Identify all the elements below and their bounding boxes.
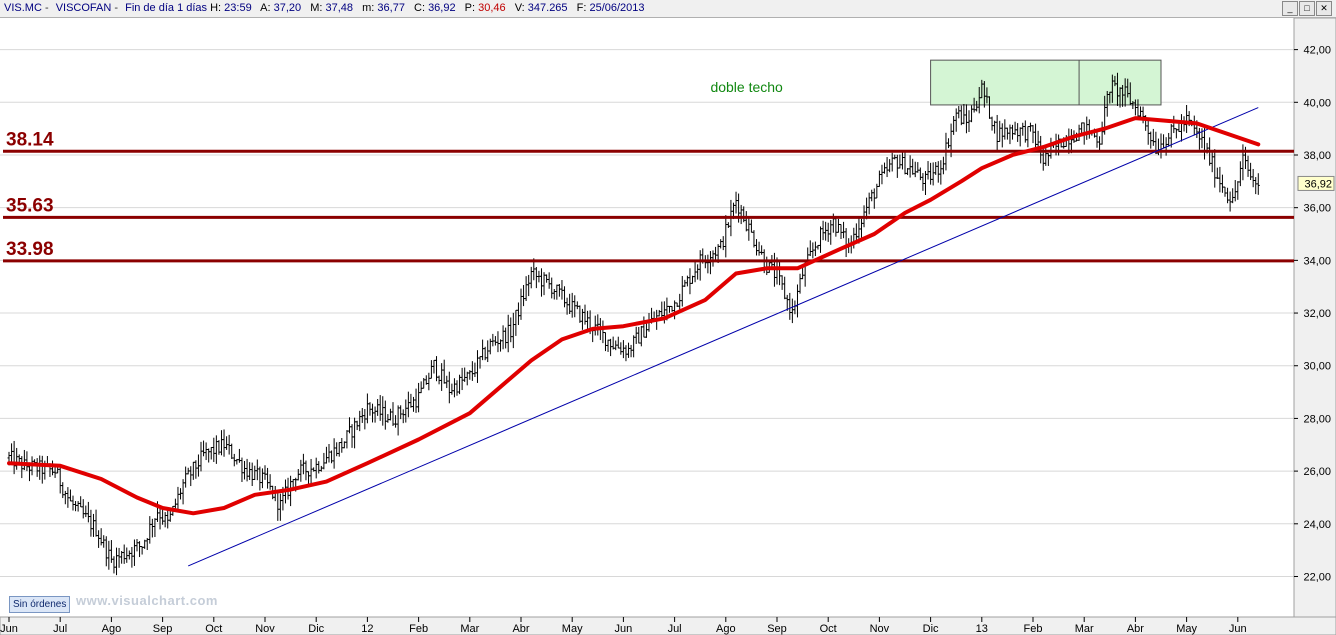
y-axis: 22,00 24,00 26,00 28,00 30,00 32,00 34,00 36,00… (1294, 45, 1335, 583)
close-label: C: (414, 2, 425, 14)
x-tick-label: 12 (361, 623, 373, 635)
plot-area (0, 18, 1294, 616)
open-label: A: (260, 2, 271, 14)
x-tick-label: May (562, 623, 583, 635)
title-bar: VIS.MC - VISCOFAN - Fin de día 1 días H:… (0, 0, 1336, 18)
hour-value: 23:59 (224, 2, 252, 14)
watermark: www.visualchart.com (76, 593, 218, 608)
date-value: 25/06/2013 (589, 2, 645, 14)
y-tick-label: 38,00 (1303, 150, 1331, 162)
x-tick-label: Mar (1075, 623, 1094, 635)
last-price-box (1297, 175, 1335, 191)
change-label: P: (464, 2, 476, 14)
y-axis-panel (1293, 18, 1336, 618)
moving-average (7, 116, 1261, 516)
restore-icon[interactable]: □ (1299, 1, 1315, 16)
x-tick-label: Jul (668, 623, 682, 635)
y-tick-label: 32,00 (1303, 308, 1331, 320)
x-tick-label: Feb (1024, 623, 1043, 635)
low-value: 36,77 (377, 2, 405, 14)
y-tick-label: 40,00 (1303, 97, 1331, 109)
x-tick-label: Feb (409, 623, 428, 635)
y-tick-label: 26,00 (1303, 466, 1331, 478)
y-tick-label: 24,00 (1303, 519, 1331, 531)
hour-label: H: (210, 2, 222, 14)
x-tick-label: May (1176, 623, 1197, 635)
x-tick-label: Nov (255, 623, 275, 635)
double-top-rect (930, 59, 1162, 106)
minimize-icon[interactable]: _ (1282, 1, 1298, 16)
volume-label: V: (514, 2, 525, 14)
open-value: 37,20 (273, 2, 302, 14)
x-tick-label: Nov (870, 623, 890, 635)
symbol-label: VIS.MC (4, 2, 42, 14)
y-tick-label: 42,00 (1303, 45, 1331, 57)
orders-status-button[interactable]: Sin órdenes (9, 596, 71, 613)
close-value: 36,92 (428, 2, 456, 14)
x-tick-label: Abr (1127, 623, 1144, 635)
x-tick-label: Dic (923, 623, 939, 635)
x-tick-label: Ago (102, 623, 122, 635)
support-line-label: 33.98 (6, 239, 54, 260)
chart-labels: 38.14 35.63 33.98 doble techo (6, 79, 783, 260)
last-price-label: 36,92 (1304, 178, 1332, 190)
double-top-box (930, 59, 1162, 106)
x-tick-label: Abr (512, 623, 529, 635)
y-tick-label: 28,00 (1303, 413, 1331, 425)
y-tick-label: 36,00 (1303, 203, 1331, 215)
double-top-annotation: doble techo (710, 79, 783, 95)
support-line-label: 38.14 (6, 129, 54, 150)
x-tick-label: Jul (53, 623, 67, 635)
y-tick-label: 22,00 (1303, 571, 1331, 583)
x-axis: Jun Jul Ago Sep Oct Nov Dic 12 Feb Mar Abr May Jun Ju… (0, 617, 1247, 635)
support-lines (3, 149, 1294, 263)
x-tick-label: Jun (1229, 623, 1247, 635)
support-line-label: 35.63 (6, 195, 54, 216)
x-tick-label: Jun (615, 623, 633, 635)
x-tick-label: Jun (0, 623, 18, 635)
period-label: Fin de día 1 días (125, 2, 208, 14)
x-tick-label: Sep (153, 623, 173, 635)
x-tick-label: Mar (460, 623, 479, 635)
price-chart[interactable]: 38.14 35.63 33.98 doble techo 22,00 24,00 26,… (0, 18, 1336, 635)
trendline-segment (188, 107, 1259, 567)
change-value: 30,46 (478, 2, 506, 14)
x-tick-label: Dic (308, 623, 324, 635)
x-tick-label: Oct (205, 623, 222, 635)
moving-average-line (7, 116, 1261, 516)
volume-value: 347.265 (527, 2, 568, 14)
window-controls: _ □ ✕ (1281, 1, 1332, 18)
x-tick-label: Oct (820, 623, 837, 635)
high-label: M: (310, 2, 323, 14)
y-tick-label: 30,00 (1303, 361, 1331, 373)
trendline (188, 107, 1259, 567)
price-bars (7, 72, 1260, 576)
x-tick-label: 13 (976, 623, 988, 635)
high-value: 37,48 (325, 2, 354, 14)
x-tick-label: Ago (716, 623, 736, 635)
y-tick-label: 34,00 (1303, 255, 1331, 267)
x-axis-panel (0, 616, 1336, 635)
security-name: VISCOFAN (55, 2, 112, 14)
close-icon[interactable]: ✕ (1316, 1, 1332, 16)
x-tick-label: Sep (767, 623, 787, 635)
low-label: m: (362, 2, 375, 14)
date-label: F: (576, 2, 587, 14)
